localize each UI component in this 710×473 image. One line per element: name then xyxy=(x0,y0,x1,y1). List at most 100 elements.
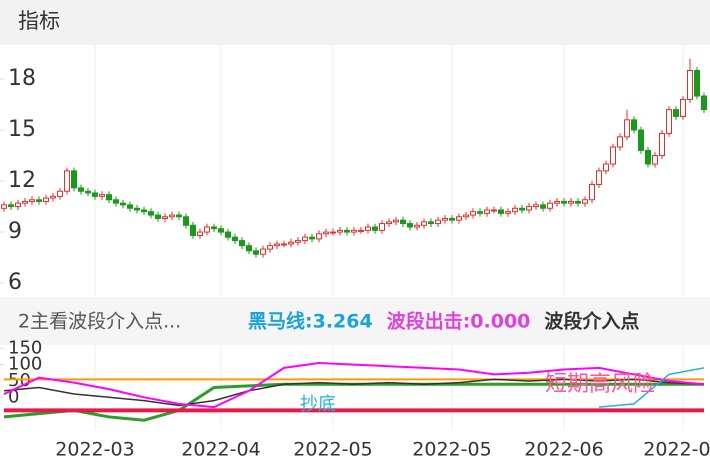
candle-body xyxy=(701,95,707,111)
y-tick-label: 50 xyxy=(8,370,31,391)
candle-body xyxy=(498,209,504,214)
y-tick-label: 9 xyxy=(8,219,22,244)
x-tick-label: 2022-05 xyxy=(293,439,372,461)
candle-body xyxy=(323,231,329,235)
plots: 黑马线:3.264 波段出击:0.000 波段介入点 6 9 12 15 18 2022-03 2… xyxy=(0,45,710,461)
candle-body xyxy=(183,216,189,226)
candle-body xyxy=(64,170,70,192)
y-tick-label: 6 xyxy=(8,270,22,295)
candle-body xyxy=(344,229,350,233)
x-tick-label: 2022-06 xyxy=(524,439,603,461)
annotation: 短期高风险 xyxy=(545,372,655,397)
candle-body xyxy=(134,207,140,211)
x-tick-label: 2022-07 xyxy=(643,439,710,461)
candle-body xyxy=(561,200,567,204)
candle-body xyxy=(659,132,665,157)
candle-body xyxy=(295,240,301,243)
candle-body xyxy=(519,207,525,211)
header-title: 指标 xyxy=(18,9,60,33)
candle-body xyxy=(92,192,98,197)
candle-body xyxy=(624,119,630,138)
candle-body xyxy=(379,223,385,231)
candle-body xyxy=(589,183,595,201)
indicator-item: 黑马线:3.264 xyxy=(248,310,373,333)
candle-body xyxy=(1,204,7,209)
header-bar xyxy=(0,0,710,45)
y-tick-label: 18 xyxy=(8,66,36,91)
candle-body xyxy=(225,231,231,238)
candle-body xyxy=(302,236,308,242)
candle-body xyxy=(351,229,357,233)
candle-body xyxy=(176,214,182,218)
candle-body xyxy=(694,70,700,97)
candle-body xyxy=(71,170,77,189)
candle-body xyxy=(155,214,161,219)
candle-body xyxy=(638,129,644,151)
candle-body xyxy=(435,219,441,225)
candle-body xyxy=(232,236,238,242)
indicator-item: 波段出击:0.000 xyxy=(387,310,531,333)
candle-body xyxy=(15,202,21,208)
candle-body xyxy=(477,211,483,214)
candle-body xyxy=(211,226,217,230)
candle-body xyxy=(162,216,168,219)
candle-body xyxy=(673,109,679,117)
candle-body xyxy=(246,245,252,252)
candle-body xyxy=(491,209,497,212)
candle-body xyxy=(204,226,210,233)
candle-body xyxy=(680,98,686,117)
indicator-title: 2主看波段介入点... xyxy=(18,311,181,333)
candle-body xyxy=(358,229,364,232)
candle-body xyxy=(288,241,294,245)
candle-body xyxy=(631,119,637,131)
candle-body xyxy=(456,216,462,221)
candle-body xyxy=(99,194,105,197)
candle-body xyxy=(127,204,133,209)
candle-body xyxy=(470,211,476,216)
candle-body xyxy=(148,211,154,216)
candle-body xyxy=(267,245,273,250)
candle-body xyxy=(260,248,266,255)
candle-body xyxy=(533,204,539,208)
candle-body xyxy=(645,149,651,165)
candle-body xyxy=(442,217,448,221)
candle-body xyxy=(400,219,406,225)
candle-body xyxy=(386,221,392,225)
y-tick-label: 0 xyxy=(8,386,19,407)
candle-body xyxy=(120,202,126,206)
candle-body xyxy=(568,200,574,204)
candle-body xyxy=(113,199,119,204)
candle-body xyxy=(36,199,42,202)
candle-body xyxy=(43,197,49,202)
candle-body xyxy=(407,223,413,228)
candle-body xyxy=(505,211,511,214)
candle-body xyxy=(22,200,28,204)
candle-body xyxy=(29,199,35,202)
candle-body xyxy=(428,221,434,225)
x-tick-label: 2022-04 xyxy=(181,439,260,461)
candle-body xyxy=(596,170,602,185)
indicator-line xyxy=(3,378,705,407)
candle-body xyxy=(8,204,14,208)
candle-body xyxy=(575,200,581,204)
candle-body xyxy=(372,226,378,231)
candle-body xyxy=(337,229,343,233)
y-tick-label: 15 xyxy=(8,117,36,142)
candle-body xyxy=(540,204,546,209)
candle-body xyxy=(687,70,693,100)
candle-body xyxy=(526,206,532,211)
candle-body xyxy=(316,233,322,240)
candle-body xyxy=(309,236,315,240)
candle-body xyxy=(169,214,175,218)
candle-body xyxy=(197,231,203,236)
candle-body xyxy=(106,194,112,201)
candle-body xyxy=(484,209,490,214)
candle-body xyxy=(57,190,63,197)
y-tick-label: 150 xyxy=(8,337,42,358)
indicator-item: 波段介入点 xyxy=(544,310,639,333)
candle-body xyxy=(617,136,623,148)
candle-body xyxy=(666,109,672,134)
candle-body xyxy=(274,243,280,247)
annotation: 抄底 xyxy=(300,394,336,415)
